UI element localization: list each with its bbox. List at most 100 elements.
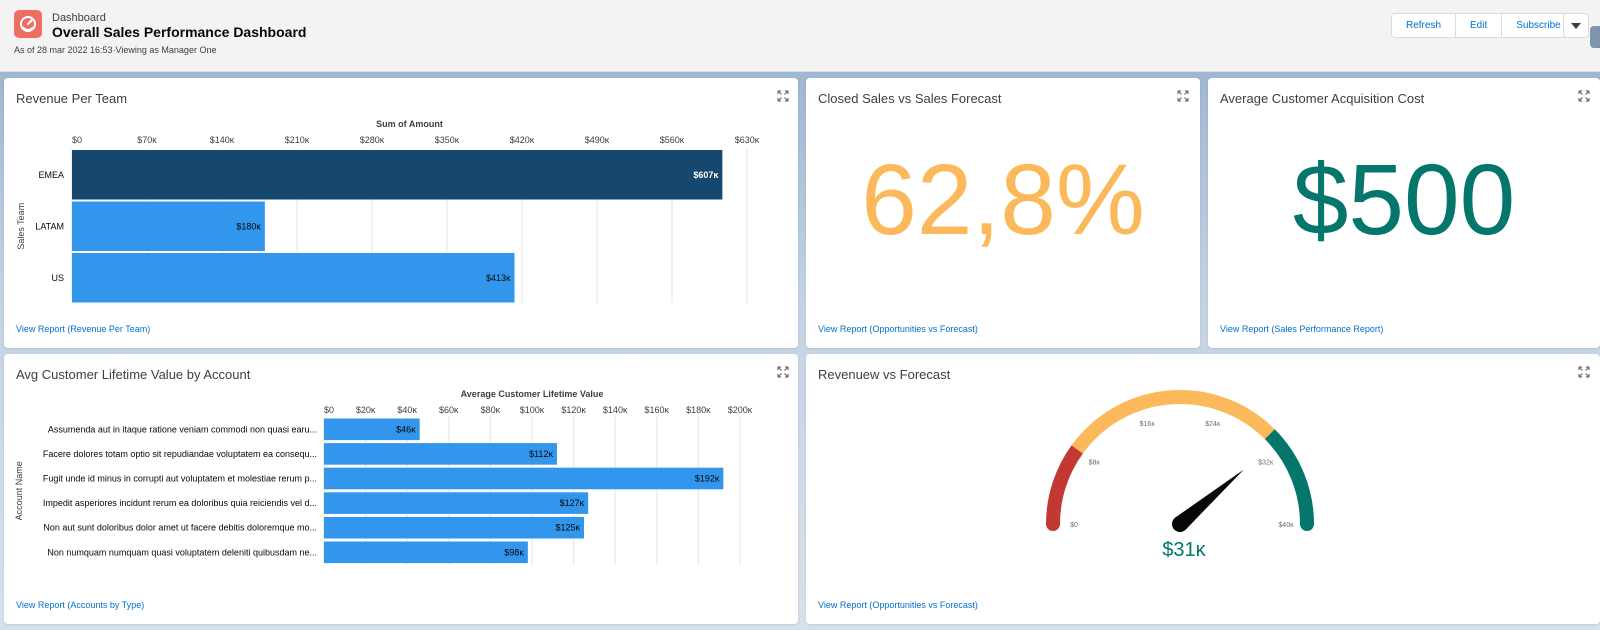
x-tick-label: $40ĸ bbox=[397, 405, 417, 415]
view-report-link[interactable]: View Report (Opportunities vs Forecast) bbox=[818, 600, 978, 610]
x-tick-label: $280ĸ bbox=[360, 135, 385, 145]
view-report-link[interactable]: View Report (Revenue Per Team) bbox=[16, 324, 151, 334]
gauge-tick-label: $8ĸ bbox=[1089, 460, 1101, 467]
refresh-button[interactable]: Refresh bbox=[1392, 14, 1457, 37]
gauge-tick-label: $32ĸ bbox=[1258, 460, 1274, 467]
y-category-label: Fugit unde id minus in corrupti aut volu… bbox=[43, 474, 317, 484]
x-tick-label: $180ĸ bbox=[686, 405, 711, 415]
gauge-tick-label: $0 bbox=[1070, 522, 1078, 529]
header-button-group: Refresh Edit Subscribe bbox=[1391, 13, 1576, 38]
bar-value-label: $127ĸ bbox=[560, 498, 585, 508]
x-tick-label: $70ĸ bbox=[137, 135, 157, 145]
x-tick-label: $160ĸ bbox=[645, 405, 670, 415]
card-title: Avg Customer Lifetime Value by Account bbox=[16, 367, 251, 382]
expand-icon[interactable] bbox=[1578, 90, 1590, 102]
x-tick-label: $20ĸ bbox=[356, 405, 376, 415]
header-subtitle: As of 28 mar 2022 16:53·Viewing as Manag… bbox=[14, 45, 217, 55]
bar bbox=[72, 253, 515, 303]
bar bbox=[324, 418, 420, 441]
card-revenue-vs-forecast: Revenuew vs Forecast $0 $8ĸ $16ĸ $24ĸ $32ĸ $4… bbox=[806, 354, 1600, 624]
bar-value-label: $98ĸ bbox=[504, 547, 524, 557]
x-tick-label: $120ĸ bbox=[561, 405, 586, 415]
gauge-tick-label: $40ĸ bbox=[1278, 522, 1294, 529]
y-category-label: Impedit asperiores incidunt rerum ea dol… bbox=[43, 498, 317, 508]
gauge-tick-label: $24ĸ bbox=[1205, 421, 1221, 428]
x-tick-label: $140ĸ bbox=[210, 135, 235, 145]
closed-vs-forecast-metric: 62,8% bbox=[861, 144, 1145, 256]
card-lifetime-value: Avg Customer Lifetime Value by Account A… bbox=[4, 354, 798, 624]
card-title: Revenuew vs Forecast bbox=[818, 367, 951, 382]
x-tick-label: $200ĸ bbox=[728, 405, 753, 415]
gauge-needle bbox=[1174, 469, 1244, 531]
expand-icon[interactable] bbox=[1578, 366, 1590, 378]
view-report-link[interactable]: View Report (Sales Performance Report) bbox=[1220, 324, 1384, 334]
y-category-label: Non aut sunt doloribus dolor amet ut fac… bbox=[43, 523, 317, 533]
x-tick-label: $350ĸ bbox=[435, 135, 460, 145]
expand-icon[interactable] bbox=[777, 90, 789, 102]
x-tick-label: $630ĸ bbox=[735, 135, 760, 145]
y-category-label: EMEA bbox=[38, 170, 64, 180]
bar-value-label: $112ĸ bbox=[529, 449, 553, 459]
view-report-link[interactable]: View Report (Accounts by Type) bbox=[16, 600, 145, 610]
expand-icon[interactable] bbox=[777, 366, 789, 378]
bar bbox=[324, 443, 557, 465]
bar bbox=[324, 492, 589, 514]
y-category-label: Facere dolores totam optio sit repudiand… bbox=[43, 449, 317, 459]
y-axis-title: Account Name bbox=[14, 461, 24, 520]
gauge-value-label: $31ĸ bbox=[1162, 539, 1206, 561]
bar bbox=[324, 541, 528, 564]
acquisition-cost-metric: $500 bbox=[1292, 144, 1516, 256]
card-revenue-per-team: Revenue Per Team Sum of Amount Sales Team… bbox=[4, 78, 798, 348]
more-actions-button[interactable] bbox=[1563, 13, 1589, 38]
bar-value-label: $607ĸ bbox=[693, 170, 719, 180]
gauge-band bbox=[1071, 390, 1275, 454]
side-panel-tab[interactable] bbox=[1590, 26, 1600, 48]
x-tick-label: $420ĸ bbox=[510, 135, 535, 145]
page-title: Overall Sales Performance Dashboard bbox=[52, 24, 307, 40]
revenue-gauge-chart: $0 $8ĸ $16ĸ $24ĸ $32ĸ $40ĸ $31ĸ bbox=[1046, 390, 1314, 561]
gauge-band bbox=[1046, 445, 1084, 525]
y-category-label: US bbox=[51, 273, 64, 283]
y-category-label: LATAM bbox=[35, 221, 64, 231]
x-tick-label: $0 bbox=[72, 135, 82, 145]
x-axis-title: Average Customer Lifetime Value bbox=[461, 389, 604, 399]
gauge-band bbox=[1264, 429, 1314, 525]
bar bbox=[72, 150, 723, 200]
subscribe-button[interactable]: Subscribe bbox=[1502, 14, 1575, 37]
x-tick-label: $0 bbox=[324, 405, 334, 415]
edit-button[interactable]: Edit bbox=[1456, 14, 1503, 37]
bar-value-label: $180ĸ bbox=[236, 221, 261, 231]
gauge-needle-hub bbox=[1172, 516, 1188, 532]
x-tick-label: $560ĸ bbox=[660, 135, 685, 145]
gauge-cap bbox=[1046, 517, 1060, 531]
card-closed-vs-forecast: Closed Sales vs Sales Forecast 62,8% Vie… bbox=[806, 78, 1200, 348]
bar-value-label: $125ĸ bbox=[555, 523, 580, 533]
x-tick-label: $210ĸ bbox=[285, 135, 310, 145]
card-title: Revenue Per Team bbox=[16, 91, 128, 106]
y-axis-title: Sales Team bbox=[16, 203, 26, 250]
x-tick-label: $80ĸ bbox=[481, 405, 501, 415]
bar-value-label: $46ĸ bbox=[396, 424, 416, 434]
bar bbox=[72, 201, 265, 251]
gauge-tick-label: $16ĸ bbox=[1140, 421, 1156, 428]
dashboard-icon bbox=[14, 10, 42, 38]
chevron-down-icon bbox=[1571, 22, 1581, 29]
dashboard-header: Dashboard Overall Sales Performance Dash… bbox=[0, 0, 1600, 72]
expand-icon[interactable] bbox=[1177, 90, 1189, 102]
card-title: Closed Sales vs Sales Forecast bbox=[818, 91, 1002, 106]
card-acquisition-cost: Average Customer Acquisition Cost $500 V… bbox=[1208, 78, 1600, 348]
view-report-link[interactable]: View Report (Opportunities vs Forecast) bbox=[818, 324, 978, 334]
card-title: Average Customer Acquisition Cost bbox=[1220, 91, 1425, 106]
gauge-cap bbox=[1300, 517, 1314, 531]
y-category-label: Non numquam numquam quasi voluptatem del… bbox=[47, 547, 317, 557]
y-category-label: Assumenda aut in itaque ratione veniam c… bbox=[48, 424, 317, 434]
x-tick-label: $140ĸ bbox=[603, 405, 628, 415]
bar-value-label: $413ĸ bbox=[486, 273, 511, 283]
x-axis-title: Sum of Amount bbox=[376, 119, 443, 129]
x-tick-label: $100ĸ bbox=[520, 405, 545, 415]
x-tick-label: $490ĸ bbox=[585, 135, 610, 145]
bar bbox=[324, 467, 724, 490]
x-tick-label: $60ĸ bbox=[439, 405, 459, 415]
bar bbox=[324, 516, 584, 539]
bar-value-label: $192ĸ bbox=[695, 474, 720, 484]
